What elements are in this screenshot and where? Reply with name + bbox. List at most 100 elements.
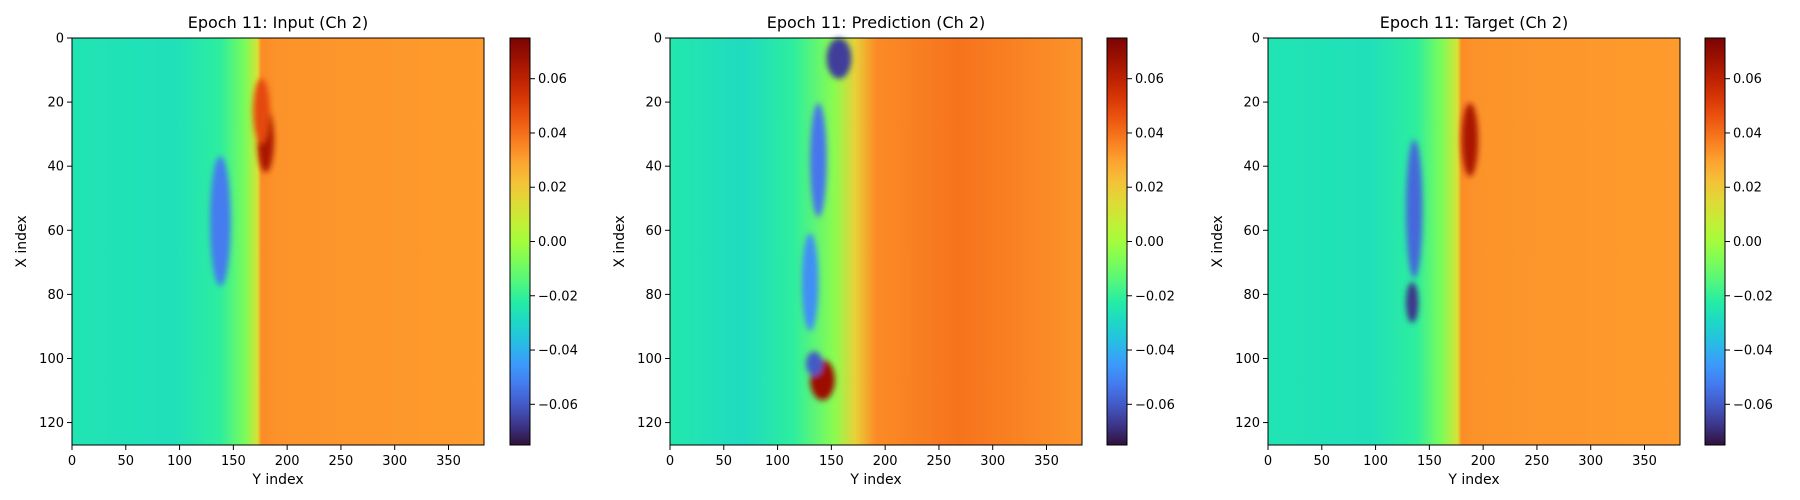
x-axis-label: Y index xyxy=(251,472,303,488)
field-feature xyxy=(1461,103,1479,177)
x-tick-label: 300 xyxy=(1578,454,1603,469)
colorbar-tick-label: 0.00 xyxy=(1733,235,1762,250)
heatmap-panel-1: Epoch 11: Input (Ch 2)0 50 100 150 200 250 300… xyxy=(14,13,578,488)
x-tick-label: 50 xyxy=(118,454,135,469)
y-tick-label: 20 xyxy=(47,96,64,111)
colorbar-tick-label: −0.04 xyxy=(1733,344,1773,359)
x-tick-label: 200 xyxy=(1471,454,1496,469)
y-tick-label: 0 xyxy=(56,32,64,47)
y-axis-label: X index xyxy=(1210,215,1226,267)
colorbar xyxy=(1704,37,1726,446)
x-axis-label: Y index xyxy=(849,472,901,488)
y-tick-label: 20 xyxy=(645,96,662,111)
colorbar-tick-label: −0.06 xyxy=(1135,398,1175,413)
x-tick-label: 350 xyxy=(1632,454,1657,469)
axes-frame xyxy=(71,37,485,446)
heatmap-features xyxy=(210,78,274,287)
field-feature xyxy=(801,233,819,332)
axes-frame xyxy=(669,37,1083,446)
y-tick-label: 0 xyxy=(1252,32,1260,47)
x-tick-label: 100 xyxy=(1363,454,1388,469)
colorbar xyxy=(1106,37,1128,446)
x-tick-label: 150 xyxy=(1417,454,1442,469)
y-tick-label: 120 xyxy=(1235,416,1260,431)
x-tick-label: 50 xyxy=(1314,454,1331,469)
x-tick-label: 300 xyxy=(382,454,407,469)
y-tick-label: 120 xyxy=(637,416,662,431)
heatmap-features xyxy=(801,38,852,401)
colorbar-tick-label: 0.02 xyxy=(1135,181,1164,196)
colorbar-tick-label: −0.06 xyxy=(538,398,578,413)
heatmap-image xyxy=(670,38,1082,445)
colorbar-tick-label: 0.02 xyxy=(1733,181,1762,196)
x-axis-label: Y index xyxy=(1447,472,1499,488)
x-tick-label: 0 xyxy=(1264,454,1272,469)
y-tick-label: 100 xyxy=(1235,352,1260,367)
x-tick-label: 350 xyxy=(436,454,461,469)
heatmap-features xyxy=(1406,103,1479,323)
x-tick-label: 100 xyxy=(167,454,192,469)
y-axis-label: X index xyxy=(14,215,30,267)
colorbar-tick-label: 0.02 xyxy=(538,181,567,196)
field-feature xyxy=(1406,282,1419,323)
y-tick-label: 80 xyxy=(645,288,662,303)
x-tick-label: 100 xyxy=(765,454,790,469)
y-tick-label: 0 xyxy=(654,32,662,47)
colorbar-tick-label: −0.02 xyxy=(538,289,578,304)
y-tick-label: 60 xyxy=(1243,224,1260,239)
x-tick-label: 0 xyxy=(666,454,674,469)
field-feature xyxy=(210,156,231,287)
y-tick-label: 60 xyxy=(645,224,662,239)
x-tick-label: 200 xyxy=(873,454,898,469)
y-tick-label: 40 xyxy=(645,160,662,175)
panel-title: Epoch 11: Input (Ch 2) xyxy=(188,13,369,32)
x-tick-label: 50 xyxy=(716,454,733,469)
field-feature xyxy=(810,103,827,218)
heatmap-image xyxy=(72,38,484,445)
x-tick-label: 0 xyxy=(68,454,76,469)
colorbar-tick-label: −0.04 xyxy=(538,344,578,359)
y-tick-label: 80 xyxy=(1243,288,1260,303)
heatmap-image xyxy=(1268,38,1680,445)
y-tick-label: 40 xyxy=(47,160,64,175)
field-feature xyxy=(826,38,852,79)
y-tick-label: 60 xyxy=(47,224,64,239)
y-tick-label: 100 xyxy=(39,352,64,367)
x-tick-label: 350 xyxy=(1034,454,1059,469)
y-tick-label: 20 xyxy=(1243,96,1260,111)
colorbar xyxy=(509,37,531,446)
field-feature xyxy=(1406,139,1423,279)
colorbar-tick-label: 0.06 xyxy=(538,72,567,87)
field-feature xyxy=(253,78,270,144)
colorbar-tick-label: 0.06 xyxy=(1135,72,1164,87)
x-tick-label: 150 xyxy=(221,454,246,469)
x-tick-label: 150 xyxy=(819,454,844,469)
colorbar-tick-label: 0.04 xyxy=(538,126,567,141)
y-tick-label: 80 xyxy=(47,288,64,303)
field-feature xyxy=(805,351,823,376)
x-tick-label: 300 xyxy=(980,454,1005,469)
colorbar-tick-label: 0.04 xyxy=(1733,126,1762,141)
x-tick-label: 250 xyxy=(1525,454,1550,469)
panel-title: Epoch 11: Target (Ch 2) xyxy=(1380,13,1569,32)
colorbar-tick-label: −0.04 xyxy=(1135,344,1175,359)
colorbar-tick-label: 0.04 xyxy=(1135,126,1164,141)
colorbar-tick-label: 0.00 xyxy=(538,235,567,250)
colorbar-tick-label: −0.06 xyxy=(1733,398,1773,413)
axes-frame xyxy=(1267,37,1681,446)
y-tick-label: 40 xyxy=(1243,160,1260,175)
colorbar-tick-label: −0.02 xyxy=(1733,289,1773,304)
colorbar-tick-label: 0.06 xyxy=(1733,72,1762,87)
heatmap-panel-3: Epoch 11: Target (Ch 2)0 50 100 150 200 250 30… xyxy=(1210,13,1773,488)
x-tick-label: 250 xyxy=(329,454,354,469)
heatmap-panel-2: Epoch 11: Prediction (Ch 2)0 50 100 150 200 2… xyxy=(612,13,1175,488)
x-tick-label: 200 xyxy=(275,454,300,469)
colorbar-tick-label: 0.00 xyxy=(1135,235,1164,250)
y-axis-label: X index xyxy=(612,215,628,267)
y-tick-label: 100 xyxy=(637,352,662,367)
panel-title: Epoch 11: Prediction (Ch 2) xyxy=(767,13,986,32)
colorbar-tick-label: −0.02 xyxy=(1135,289,1175,304)
x-tick-label: 250 xyxy=(927,454,952,469)
y-tick-label: 120 xyxy=(39,416,64,431)
